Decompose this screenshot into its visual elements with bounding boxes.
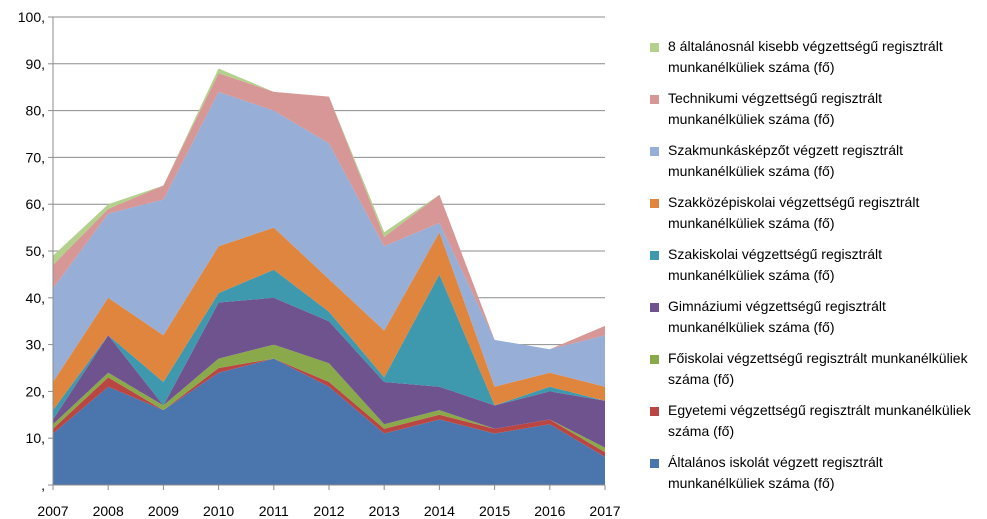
legend-item: 8 általánosnál kisebb végzettségű regisz… [650, 36, 980, 88]
legend-swatch [650, 251, 659, 260]
x-tick-label: 2015 [479, 503, 510, 519]
legend-label: 8 általánosnál kisebb végzettségű regisz… [668, 38, 943, 75]
legend-item: Szakiskolai végzettségű regisztrált munk… [650, 244, 980, 296]
x-tick-label: 2017 [589, 503, 620, 519]
y-tick-label: 80, [26, 103, 45, 119]
legend-item: Szakközépiskolai végzettségű regisztrált… [650, 192, 980, 244]
legend-label: Szakközépiskolai végzettségű regisztrált… [668, 194, 920, 231]
legend: 8 általánosnál kisebb végzettségű regisz… [650, 36, 980, 504]
area-series-1 [53, 358, 605, 485]
legend-label: Egyetemi végzettségű regisztrált munkané… [668, 402, 971, 439]
legend-swatch [650, 355, 659, 364]
legend-swatch [650, 199, 659, 208]
legend-swatch [650, 147, 659, 156]
x-tick-label: 2010 [203, 503, 234, 519]
y-tick-label: 90, [26, 56, 45, 72]
area-series-7 [53, 91, 605, 387]
legend-label: Főiskolai végzettségű regisztrált munkan… [668, 350, 968, 387]
legend-swatch [650, 43, 659, 52]
x-tick-label: 2013 [369, 503, 400, 519]
y-tick-label: 50, [26, 243, 45, 259]
x-tick-label: 2011 [259, 503, 289, 519]
legend-item: Főiskolai végzettségű regisztrált munkan… [650, 348, 980, 400]
legend-item: Általános iskolát végzett regisztrált mu… [650, 452, 980, 504]
legend-swatch [650, 459, 659, 468]
area-series-8 [53, 73, 605, 350]
axes [48, 16, 606, 490]
y-tick-label: 30, [26, 337, 45, 353]
legend-swatch [650, 407, 659, 416]
y-tick-label: 20, [26, 383, 45, 399]
y-axis-tick-labels: , 10, 20, 30, 40, 50, 60, 70, 80, 90, 100, [18, 9, 45, 493]
area-series-5 [53, 269, 605, 420]
legend-item: Szakmunkásképzőt végzett regisztrált mun… [650, 140, 980, 192]
legend-label: Technikumi végzettségű regisztrált munka… [668, 90, 882, 127]
legend-item: Egyetemi végzettségű regisztrált munkané… [650, 400, 980, 452]
x-tick-label: 2016 [534, 503, 565, 519]
area-series-4 [53, 297, 605, 448]
legend-swatch [650, 95, 659, 104]
legend-label: Gimnáziumi végzettségű regisztrált munka… [668, 298, 886, 335]
legend-item: Technikumi végzettségű regisztrált munka… [650, 88, 980, 140]
y-tick-label: , [41, 477, 45, 493]
series-areas [53, 68, 605, 485]
y-tick-label: 70, [26, 149, 45, 165]
legend-label: Általános iskolát végzett regisztrált mu… [668, 454, 883, 491]
x-tick-label: 2008 [93, 503, 124, 519]
x-tick-label: 2012 [313, 503, 344, 519]
legend-swatch [650, 303, 659, 312]
legend-label: Szakiskolai végzettségű regisztrált munk… [668, 246, 882, 283]
x-tick-label: 2009 [148, 503, 179, 519]
area-series-3 [53, 344, 605, 453]
x-tick-label: 2014 [424, 503, 455, 519]
y-tick-label: 10, [26, 430, 45, 446]
legend-item: Gimnáziumi végzettségű regisztrált munka… [650, 296, 980, 348]
y-tick-label: 40, [26, 290, 45, 306]
y-tick-label: 100, [18, 9, 45, 25]
x-axis-tick-labels: 2007 2008 2009 2010 2011 2012 2013 2014 2015 2016… [37, 503, 620, 519]
legend-label: Szakmunkásképzőt végzett regisztrált mun… [668, 142, 903, 179]
y-tick-label: 60, [26, 196, 45, 212]
x-tick-label: 2007 [37, 503, 68, 519]
